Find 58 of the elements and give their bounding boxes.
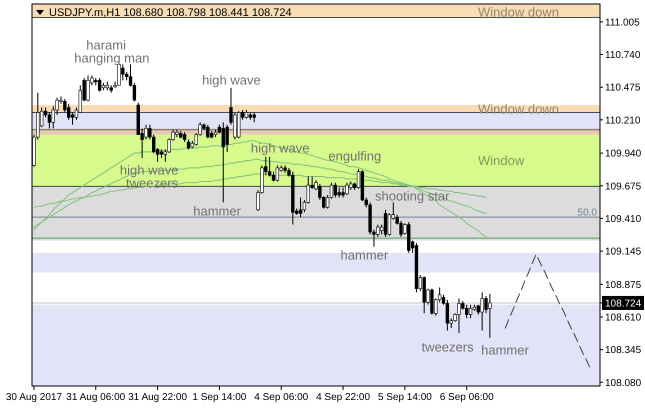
candlestick (298, 196, 302, 218)
annotation: engulfing (328, 148, 382, 164)
candlestick (252, 112, 256, 123)
y-tick-label: 108.610 (605, 312, 642, 324)
x-tick-label: 1 Sep 14:00 (192, 392, 247, 403)
y-tick-label: 108.724 (605, 298, 642, 310)
annotation: hammer (481, 342, 530, 358)
candlestick (465, 304, 468, 319)
candlestick (446, 299, 450, 332)
candlestick (388, 212, 392, 236)
candlestick (48, 112, 52, 129)
annotation: high wave (202, 72, 261, 88)
x-tick-label: 4 Sep 22:00 (316, 392, 370, 403)
y-tick-label: 108.875 (605, 280, 642, 291)
x-tick-label: 31 Aug 22:00 (128, 392, 188, 403)
annotation: tweezers (422, 340, 474, 355)
band-label: Window down (478, 4, 559, 20)
candlestick (334, 182, 338, 198)
candlestick (86, 74, 90, 102)
candlestick (98, 77, 102, 92)
candlestick (345, 182, 349, 196)
candlestick (430, 288, 434, 316)
annotation: harami (86, 38, 126, 53)
candlestick (144, 124, 148, 140)
candlestick (268, 156, 272, 178)
y-tick-label: 110.740 (605, 50, 641, 62)
x-tick-label: 5 Sep 14:00 (378, 392, 432, 403)
candlestick (488, 293, 492, 338)
candlestick (276, 164, 280, 182)
annotation: hammer (193, 204, 242, 219)
y-tick-label: 110.210 (605, 115, 641, 126)
candlestick (272, 171, 276, 182)
x-tick-label: 30 Aug 2017 (6, 392, 62, 403)
y-tick-label: 110.475 (605, 82, 641, 94)
candlestick (484, 296, 488, 314)
x-tick-label: 4 Sep 06:00 (254, 392, 309, 403)
candlestick (337, 187, 341, 198)
candlestick (468, 304, 472, 319)
candlestick (384, 209, 388, 238)
candlestick (222, 122, 225, 203)
chart-title: USDJPY.m,H1 108.680 108.798 108.441 108.724 (49, 7, 292, 19)
y-tick-label: 108.345 (605, 345, 642, 356)
candlestick (480, 292, 484, 332)
candlestick (206, 124, 210, 139)
band-label: Window (478, 153, 525, 168)
x-tick-label: 31 Aug 06:00 (66, 392, 126, 403)
annotation: hammer (340, 248, 389, 263)
annotation: 50.0 (578, 208, 598, 218)
candlestick (399, 220, 403, 238)
annotation: hanging man (74, 50, 150, 66)
x-tick-label: 6 Sep 06:00 (440, 392, 494, 403)
y-tick-label: 109.145 (605, 246, 642, 258)
y-tick-label: 109.940 (605, 148, 642, 160)
y-tick-label: 108.080 (605, 378, 642, 389)
y-tick-label: 111.005 (605, 17, 640, 28)
y-tick-label: 109.410 (605, 214, 642, 225)
y-tick-label: 109.675 (605, 181, 642, 192)
candlestick (457, 298, 461, 334)
